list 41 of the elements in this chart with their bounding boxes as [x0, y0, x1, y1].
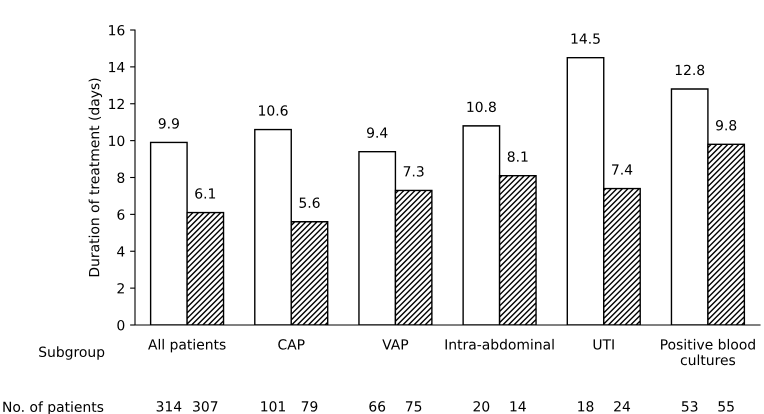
- data-label: 10.8: [467, 102, 496, 112]
- y-tick-label: 16: [109, 24, 124, 36]
- y-axis-title: Duration of treatment (days): [88, 78, 102, 276]
- text: 24: [614, 401, 630, 412]
- y-tick-label: 2: [117, 283, 124, 294]
- text: 55: [718, 401, 734, 412]
- text: 307: [193, 401, 218, 412]
- y-tick-label: 8: [117, 172, 124, 183]
- x-tick-label: VAP: [382, 339, 408, 350]
- data-label: 9.4: [367, 127, 388, 138]
- text: 66: [369, 401, 386, 412]
- x-tick-label: All patients: [148, 338, 226, 352]
- y-tick-label: 6: [117, 209, 124, 220]
- y-tick-label: 4: [117, 246, 124, 257]
- text: 20: [474, 401, 490, 412]
- data-label: 12.8: [676, 64, 704, 76]
- data-label: 14.5: [572, 34, 600, 44]
- x-tick-label: CAP: [278, 339, 305, 350]
- x-axis-title: Subgroup: [39, 346, 104, 360]
- text: 18: [578, 401, 594, 412]
- data-label: 9.8: [716, 120, 736, 131]
- y-tick-label: 14: [109, 62, 124, 72]
- data-label: 7.4: [612, 164, 632, 175]
- data-label: 10.6: [259, 105, 288, 116]
- data-label: 6.1: [195, 188, 216, 199]
- y-tick-label: 10: [109, 136, 124, 146]
- data-label: 8.1: [508, 151, 528, 162]
- text: 101: [261, 401, 285, 412]
- x-tick-label: Intra-abdominal: [446, 338, 554, 350]
- data-label: 9.9: [158, 118, 179, 129]
- text: 79: [302, 401, 318, 412]
- y-tick-label: 0: [117, 320, 124, 330]
- data-label: 7.3: [404, 166, 424, 177]
- y-tick-label: 12: [109, 98, 124, 110]
- text: 75: [406, 401, 422, 412]
- text: 14: [510, 401, 526, 412]
- x-tick-label: UTI: [594, 339, 614, 350]
- text: 314: [156, 401, 182, 412]
- data-label: 5.6: [300, 197, 320, 208]
- text: 53: [682, 401, 698, 412]
- x-tick-label: Positive blood cultures: [661, 338, 755, 366]
